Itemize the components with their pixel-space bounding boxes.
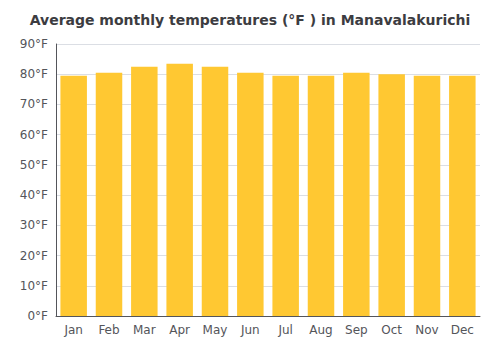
svg-text:Nov: Nov: [415, 323, 438, 337]
svg-text:Jan: Jan: [63, 323, 83, 337]
svg-text:70°F: 70°F: [20, 97, 48, 111]
svg-text:20°F: 20°F: [20, 249, 48, 263]
svg-text:Average monthly temperatures (: Average monthly temperatures (°F ) in Ma…: [30, 12, 471, 28]
svg-text:0°F: 0°F: [27, 309, 48, 323]
svg-text:80°F: 80°F: [20, 67, 48, 81]
svg-text:Apr: Apr: [169, 323, 190, 337]
svg-text:Mar: Mar: [133, 323, 156, 337]
svg-text:30°F: 30°F: [20, 218, 48, 232]
svg-text:Jul: Jul: [277, 323, 292, 337]
svg-text:Feb: Feb: [98, 323, 119, 337]
svg-text:60°F: 60°F: [20, 128, 48, 142]
svg-text:50°F: 50°F: [20, 158, 48, 172]
svg-text:Oct: Oct: [381, 323, 402, 337]
svg-text:40°F: 40°F: [20, 188, 48, 202]
svg-text:Jun: Jun: [240, 323, 260, 337]
svg-text:90°F: 90°F: [20, 37, 48, 51]
svg-text:May: May: [203, 323, 228, 337]
svg-text:Aug: Aug: [309, 323, 332, 337]
svg-text:Sep: Sep: [345, 323, 368, 337]
svg-text:Dec: Dec: [451, 323, 474, 337]
svg-text:10°F: 10°F: [20, 279, 48, 293]
